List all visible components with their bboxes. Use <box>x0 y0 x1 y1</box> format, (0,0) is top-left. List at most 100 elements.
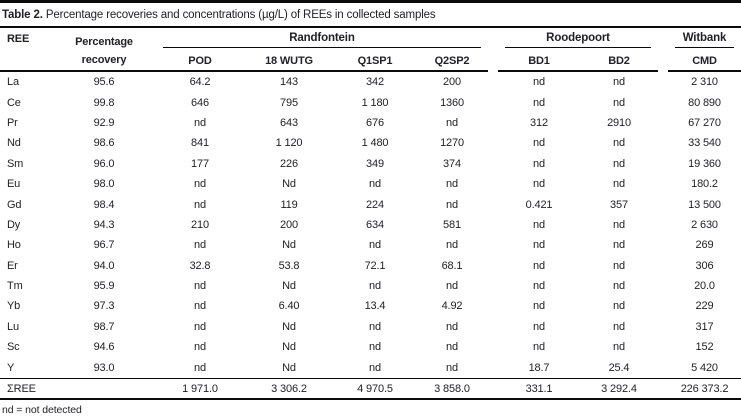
recovery-cell: 92.9 <box>93 116 115 129</box>
data-cell: nd <box>194 116 206 129</box>
ree-cell: Er <box>7 259 18 272</box>
ree-cell: Lu <box>7 320 19 333</box>
group-header-row: REE Percentage recovery Randfontein Rood… <box>0 28 741 72</box>
data-cell: nd <box>369 178 381 191</box>
data-cell: nd <box>613 259 625 272</box>
recovery-cell: 95.9 <box>93 280 115 293</box>
data-cell: 210 <box>191 218 209 231</box>
data-cell: 32.8 <box>189 259 211 272</box>
table-row: Nd 98.6 841 1 120 1 480 1270 nd nd 33 540 <box>0 133 741 153</box>
spacer-cell <box>658 377 668 398</box>
data-cell: 634 <box>366 218 384 231</box>
data-cell: nd <box>533 320 545 333</box>
spacer-cell <box>658 235 668 255</box>
ree-cell: Yb <box>7 300 21 313</box>
data-cell: 643 <box>280 116 298 129</box>
spacer-cell <box>488 215 498 235</box>
column-gap <box>488 28 498 72</box>
table-caption: Percentage recoveries and concentrations… <box>42 9 436 21</box>
col-header-18wutg: 18 WUTG <box>244 52 334 72</box>
data-cell: nd <box>446 239 458 252</box>
data-cell: 64.2 <box>189 76 211 89</box>
data-cell: 119 <box>280 198 298 211</box>
table-row: Gd 98.4 nd 119 224 nd 0.421 357 13 500 <box>0 194 741 214</box>
recovery-cell: 99.8 <box>93 96 115 109</box>
recovery-cell: 98.0 <box>93 178 115 191</box>
col-header-cmd: CMD <box>668 52 741 72</box>
data-cell: 342 <box>366 76 384 89</box>
spacer-cell <box>658 194 668 214</box>
data-cell: nd <box>446 341 458 354</box>
table-row: Dy 94.3 210 200 634 581 nd nd 2 630 <box>0 215 741 235</box>
spacer-cell <box>488 276 498 296</box>
group-header-roodepoort: Roodepoort <box>498 28 658 52</box>
data-cell: nd <box>613 137 625 150</box>
data-cell: Nd <box>282 341 296 354</box>
ree-concentration-table: REE Percentage recovery Randfontein Rood… <box>0 26 741 401</box>
data-cell: nd <box>194 300 206 313</box>
data-cell: 180.2 <box>691 178 718 191</box>
table-row: La 95.6 64.2 143 342 200 nd nd 2 310 <box>0 72 741 92</box>
data-cell: 33 540 <box>688 137 721 150</box>
spacer-cell <box>658 133 668 153</box>
data-cell: 646 <box>191 96 209 109</box>
col-header-bd2: BD2 <box>580 52 658 72</box>
data-cell: 4 970.5 <box>334 377 416 398</box>
data-cell: nd <box>533 341 545 354</box>
recovery-cell: 94.0 <box>93 259 115 272</box>
data-cell: nd <box>533 300 545 313</box>
data-cell: nd <box>369 361 381 374</box>
data-cell: 2 630 <box>691 218 718 231</box>
data-cell: nd <box>194 239 206 252</box>
data-cell: nd <box>194 198 206 211</box>
ree-cell: Y <box>7 361 15 374</box>
spacer-cell <box>488 72 498 92</box>
data-cell: nd <box>533 137 545 150</box>
recovery-cell: 95.6 <box>93 76 115 89</box>
group-header-roodepoort-label: Roodepoort <box>505 28 651 48</box>
table-title: Table 2. Percentage recoveries and conce… <box>0 3 741 26</box>
data-cell: nd <box>613 76 625 89</box>
data-cell: nd <box>613 280 625 293</box>
data-cell: 229 <box>695 300 714 313</box>
data-cell: 6.40 <box>278 300 300 313</box>
ree-cell: Eu <box>7 178 21 191</box>
spacer-cell <box>488 92 498 112</box>
data-cell: nd <box>613 178 625 191</box>
data-cell: 177 <box>191 157 209 170</box>
data-cell: 841 <box>191 137 209 150</box>
data-cell: 1360 <box>440 96 464 109</box>
table-row: Ho 96.7 nd Nd nd nd nd nd 269 <box>0 235 741 255</box>
group-header-randfontein-label: Randfontein <box>163 28 481 48</box>
table-row: Er 94.0 32.8 53.8 72.1 68.1 nd nd 306 <box>0 256 741 276</box>
data-cell: 5 420 <box>691 361 718 374</box>
table-body: La 95.6 64.2 143 342 200 nd nd 2 310 Ce 99.8 646 795… <box>0 72 741 398</box>
data-cell: 306 <box>695 259 714 272</box>
col-header-pod: POD <box>156 52 244 72</box>
ree-cell: La <box>7 76 19 89</box>
col-header-q2sp2: Q2SP2 <box>416 52 488 72</box>
data-cell: 200 <box>280 218 298 231</box>
data-cell: nd <box>613 96 625 109</box>
spacer-cell <box>658 337 668 357</box>
data-cell: nd <box>194 341 206 354</box>
data-cell: 581 <box>443 218 461 231</box>
data-cell: 25.4 <box>608 361 630 374</box>
data-cell: 4.92 <box>441 300 463 313</box>
data-cell: 1 180 <box>361 96 389 109</box>
ree-cell: Ce <box>7 96 21 109</box>
data-cell: nd <box>369 320 381 333</box>
data-cell: 2910 <box>607 116 631 129</box>
group-header-witbank-label: Witbank <box>675 28 734 48</box>
col-header-ree: REE <box>0 28 52 72</box>
data-cell: nd <box>369 341 381 354</box>
recovery-cell: 96.7 <box>93 239 115 252</box>
spacer-cell <box>658 92 668 112</box>
recovery-cell: 93.0 <box>93 361 115 374</box>
data-cell: nd <box>446 320 458 333</box>
data-cell: Nd <box>282 178 296 191</box>
data-cell: 0.421 <box>525 198 553 211</box>
spacer-cell <box>658 256 668 276</box>
recovery-cell: 96.0 <box>93 157 115 170</box>
table-row: Ce 99.8 646 795 1 180 1360 nd nd 80 890 <box>0 92 741 112</box>
